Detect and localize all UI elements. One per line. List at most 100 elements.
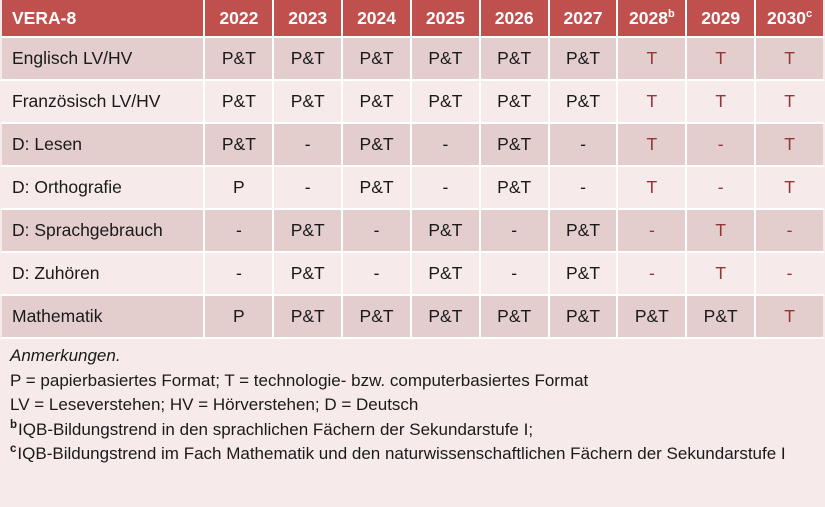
table-cell: T bbox=[618, 38, 688, 81]
table-cell: P&T bbox=[411, 253, 481, 296]
table-cell: T bbox=[687, 38, 757, 81]
row-label: D: Zuhören bbox=[0, 253, 206, 296]
table-header-row: VERA-8 2022 2023 2024 2025 2026 2027 2028b 2029… bbox=[0, 0, 825, 38]
notes-domain-legend: LV = Leseverstehen; HV = Hörverstehen; D… bbox=[10, 395, 419, 414]
table-cell: P&T bbox=[480, 296, 550, 339]
table-cell: P&T bbox=[343, 296, 412, 339]
table-cell: P&T bbox=[411, 38, 481, 81]
table-cell: P&T bbox=[411, 296, 481, 339]
table-cell: - bbox=[687, 167, 757, 210]
column-header-year-label: 2022 bbox=[219, 8, 259, 28]
footnote-c-text: IQB-Bildungstrend im Fach Mathematik und… bbox=[17, 444, 786, 463]
table-cell: T bbox=[618, 81, 688, 124]
column-header-2022: 2022 bbox=[205, 0, 275, 38]
table-cell: P&T bbox=[274, 38, 344, 81]
table-cell: - bbox=[205, 253, 275, 296]
table-cell: P&T bbox=[549, 81, 619, 124]
table-cell: P&T bbox=[205, 124, 275, 167]
notes-format-legend: P = papierbasiertes Format; T = technolo… bbox=[10, 370, 589, 390]
table-cell: P&T bbox=[343, 124, 412, 167]
column-header-year-label: 2027 bbox=[563, 8, 603, 28]
row-label: Mathematik bbox=[0, 296, 206, 339]
table-row: Mathematik P P&T P&T P&T P&T P&T P&T P&T T bbox=[0, 296, 825, 339]
table-cell: P&T bbox=[549, 38, 619, 81]
table-cell: - bbox=[343, 253, 412, 296]
table-cell: P&T bbox=[205, 81, 275, 124]
table-cell: T bbox=[618, 167, 688, 210]
table-cell: P&T bbox=[343, 167, 412, 210]
table-row: Englisch LV/HV P&T P&T P&T P&T P&T P&T T T T bbox=[0, 38, 825, 81]
table-row: Französisch LV/HV P&T P&T P&T P&T P&T P&T T T T bbox=[0, 81, 825, 124]
table-cell: T bbox=[756, 167, 825, 210]
table-header: VERA-8 2022 2023 2024 2025 2026 2027 2028b 2029… bbox=[0, 0, 825, 38]
row-label: D: Sprachgebrauch bbox=[0, 210, 206, 253]
table-cell: P&T bbox=[274, 296, 344, 339]
table-cell: P&T bbox=[618, 296, 688, 339]
table-cell: - bbox=[687, 124, 757, 167]
table-cell: - bbox=[205, 210, 275, 253]
column-header-year-label: 2029 bbox=[701, 8, 741, 28]
column-header-2030: 2030c bbox=[756, 0, 825, 38]
column-header-year-label: 2023 bbox=[288, 8, 328, 28]
column-header-2027: 2027 bbox=[549, 0, 619, 38]
column-header-2029: 2029 bbox=[687, 0, 757, 38]
table-cell: P&T bbox=[411, 81, 481, 124]
table-cell: - bbox=[756, 210, 825, 253]
table-cell: T bbox=[756, 81, 825, 124]
column-header-2026: 2026 bbox=[480, 0, 550, 38]
table-cell: T bbox=[756, 296, 825, 339]
column-header-year-label: 2028 bbox=[629, 8, 668, 28]
table-cell: - bbox=[274, 124, 344, 167]
footnote-b-marker: b bbox=[10, 418, 18, 431]
row-label: Englisch LV/HV bbox=[0, 38, 206, 81]
table-cell: T bbox=[687, 81, 757, 124]
footnote-c-marker: c bbox=[10, 443, 17, 456]
notes-footnote-c: cIQB-Bildungstrend im Fach Mathematik un… bbox=[10, 442, 815, 467]
table-cell: T bbox=[756, 124, 825, 167]
column-header-year-label: 2030 bbox=[767, 8, 806, 28]
table-cell: P&T bbox=[411, 210, 481, 253]
table-cell: - bbox=[411, 167, 481, 210]
table-cell: - bbox=[756, 253, 825, 296]
table-cell: - bbox=[549, 124, 619, 167]
table-cell: - bbox=[618, 210, 688, 253]
table-cell: P&T bbox=[549, 253, 619, 296]
column-header-year-label: 2025 bbox=[425, 8, 465, 28]
column-header-year-label: 2026 bbox=[494, 8, 534, 28]
table-cell: - bbox=[549, 167, 619, 210]
table-cell: P bbox=[205, 296, 275, 339]
table-row: D: Zuhören - P&T - P&T - P&T - T - bbox=[0, 253, 825, 296]
table-cell: - bbox=[618, 253, 688, 296]
table-cell: - bbox=[480, 253, 550, 296]
table-cell: P&T bbox=[343, 81, 412, 124]
row-label: Französisch LV/HV bbox=[0, 81, 206, 124]
table-cell: P&T bbox=[274, 81, 344, 124]
column-header-2028: 2028b bbox=[618, 0, 688, 38]
column-header-2023: 2023 bbox=[274, 0, 344, 38]
notes-footnote-b: bIQB-Bildungstrend in den sprachlichen F… bbox=[10, 418, 815, 443]
table-cell: - bbox=[411, 124, 481, 167]
table-cell: P&T bbox=[274, 210, 344, 253]
table-cell: P bbox=[205, 167, 275, 210]
table-cell: P&T bbox=[205, 38, 275, 81]
table-corner-header: VERA-8 bbox=[0, 0, 206, 38]
row-label: D: Lesen bbox=[0, 124, 206, 167]
notes-heading: Anmerkungen. bbox=[10, 346, 121, 365]
table-row: D: Orthografie P - P&T - P&T - T - T bbox=[0, 167, 825, 210]
table-notes: Anmerkungen. P = papierbasiertes Format;… bbox=[0, 339, 825, 473]
column-header-2025: 2025 bbox=[411, 0, 481, 38]
row-label: D: Orthografie bbox=[0, 167, 206, 210]
table-cell: - bbox=[274, 167, 344, 210]
table-cell: - bbox=[480, 210, 550, 253]
table-row: D: Sprachgebrauch - P&T - P&T - P&T - T - bbox=[0, 210, 825, 253]
table-cell: P&T bbox=[480, 124, 550, 167]
table-cell: T bbox=[756, 38, 825, 81]
column-header-footnote-marker: b bbox=[667, 8, 675, 21]
column-header-2024: 2024 bbox=[343, 0, 412, 38]
table-cell: T bbox=[687, 253, 757, 296]
footnote-b-text: IQB-Bildungstrend in den sprachlichen Fä… bbox=[18, 419, 534, 439]
table-cell: P&T bbox=[274, 253, 344, 296]
table-cell: P&T bbox=[480, 167, 550, 210]
column-header-footnote-marker: c bbox=[805, 8, 813, 21]
